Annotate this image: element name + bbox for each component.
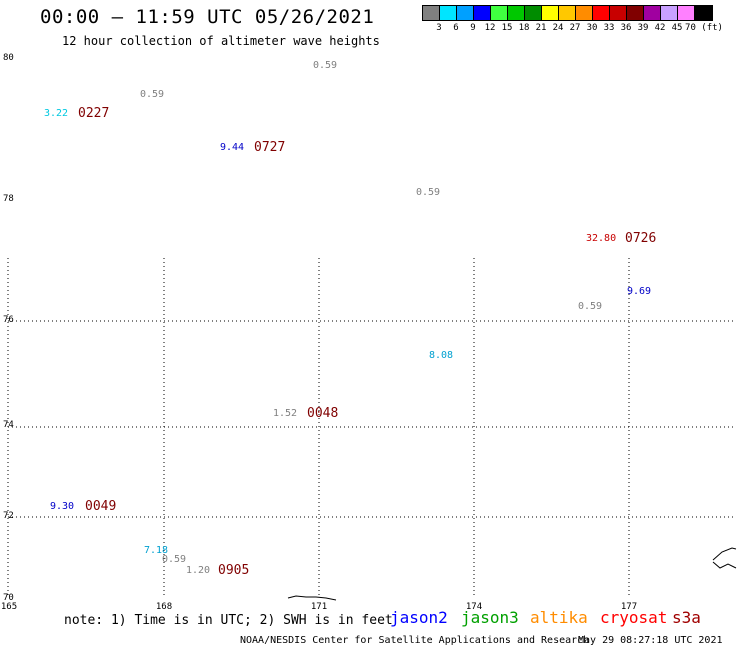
legend-swatch	[627, 6, 644, 20]
pass-time-label: 0726	[625, 231, 657, 246]
pass-time-label: 0048	[307, 406, 339, 421]
legend-swatch	[440, 6, 457, 20]
lon-label-165: 165	[0, 602, 18, 612]
legend-tick-label: 30	[586, 23, 598, 33]
legend-tick-label: 70 (ft)	[685, 23, 723, 33]
legend-swatch	[644, 6, 661, 20]
satellite-s3a-label: s3a	[672, 608, 701, 627]
wave-height-value: 9.69	[627, 286, 652, 297]
legend-tick-label: 36	[620, 23, 632, 33]
wave-height-value: 1.20	[186, 565, 211, 576]
legend-swatch	[474, 6, 491, 20]
lat-label-72: 72	[3, 511, 14, 521]
legend-swatch	[610, 6, 627, 20]
legend-swatch	[491, 6, 508, 20]
legend-tick-label: 45	[671, 23, 683, 33]
wave-height-value: 8.08	[429, 350, 454, 361]
wave-height-value: 0.59	[313, 60, 338, 71]
pass-time-label: 0049	[85, 499, 117, 514]
pass-time-label: 0227	[78, 106, 110, 121]
lon-label-171: 171	[310, 602, 328, 612]
wave-height-value: 1.52	[273, 408, 298, 419]
lat-label-76: 76	[3, 315, 14, 325]
lat-label-70: 70	[3, 593, 14, 603]
legend-tick-label: 6	[453, 23, 459, 33]
wave-height-value: 32.80	[586, 233, 617, 244]
lon-label-168: 168	[155, 602, 173, 612]
legend-tick-label: 3	[436, 23, 442, 33]
graticule	[7, 258, 736, 598]
satellite-jason3-label: jason3	[461, 608, 519, 627]
satellite-cryosat-label: cryosat	[600, 608, 668, 627]
satellite-jason2-label: jason2	[390, 608, 448, 627]
legend-tick-label: 39	[637, 23, 649, 33]
legend-swatch	[593, 6, 610, 20]
lon-label-174: 174	[465, 602, 483, 612]
legend-swatch	[576, 6, 593, 20]
legend-swatch	[423, 6, 440, 20]
legend-swatch	[508, 6, 525, 20]
legend-tick-label: 21	[535, 23, 547, 33]
legend-swatch	[457, 6, 474, 20]
footnote: note: 1) Time is in UTC; 2) SWH is in fe…	[64, 613, 393, 628]
legend-tick-label: 42	[654, 23, 666, 33]
legend-tick-label: 18	[518, 23, 530, 33]
wave-height-value: 9.44	[220, 142, 245, 153]
pass-time-label: 0905	[218, 563, 250, 578]
legend-swatch	[695, 6, 712, 20]
legend-tick-label: 27	[569, 23, 581, 33]
pass-time-label: 0727	[254, 140, 286, 155]
wave-height-value: 0.59	[162, 554, 187, 565]
map-title: 00:00 – 11:59 UTC 05/26/2021	[40, 6, 375, 28]
lat-label-74: 74	[3, 420, 14, 430]
legend-swatch	[661, 6, 678, 20]
coastline-south	[287, 595, 337, 601]
satellite-altika-label: altika	[530, 608, 588, 627]
legend-tick-label: 9	[470, 23, 476, 33]
legend-ticks: 3 6 9 12 15 18 21 24 27 30 33 36 39 42 45 70 (ft)	[422, 21, 723, 33]
lat-label-78: 78	[3, 194, 14, 204]
lat-label-80: 80	[3, 53, 14, 63]
color-legend: 3 6 9 12 15 18 21 24 27 30 33 36 39 42 45 70 (ft)	[422, 5, 723, 33]
coastline-east	[712, 547, 737, 569]
wave-height-value: 9.30	[50, 501, 75, 512]
legend-swatches	[422, 5, 713, 21]
legend-tick-label: 12	[484, 23, 496, 33]
legend-tick-label: 33	[603, 23, 615, 33]
wave-height-value: 0.59	[140, 89, 165, 100]
wave-height-value: 0.59	[416, 187, 441, 198]
generated-timestamp: May 29 08:27:18 UTC 2021	[578, 635, 723, 646]
wave-height-value: 3.22	[44, 108, 69, 119]
legend-swatch	[559, 6, 576, 20]
wave-height-value: 0.59	[578, 301, 603, 312]
credit-line: NOAA/NESDIS Center for Satellite Applica…	[240, 635, 590, 646]
map-subtitle: 12 hour collection of altimeter wave hei…	[62, 34, 380, 48]
legend-swatch	[678, 6, 695, 20]
legend-swatch	[542, 6, 559, 20]
lon-label-177: 177	[620, 602, 638, 612]
legend-swatch	[525, 6, 542, 20]
legend-tick-label: 24	[552, 23, 564, 33]
legend-tick-label: 15	[501, 23, 513, 33]
wave-height-value: 7.18	[144, 545, 169, 556]
